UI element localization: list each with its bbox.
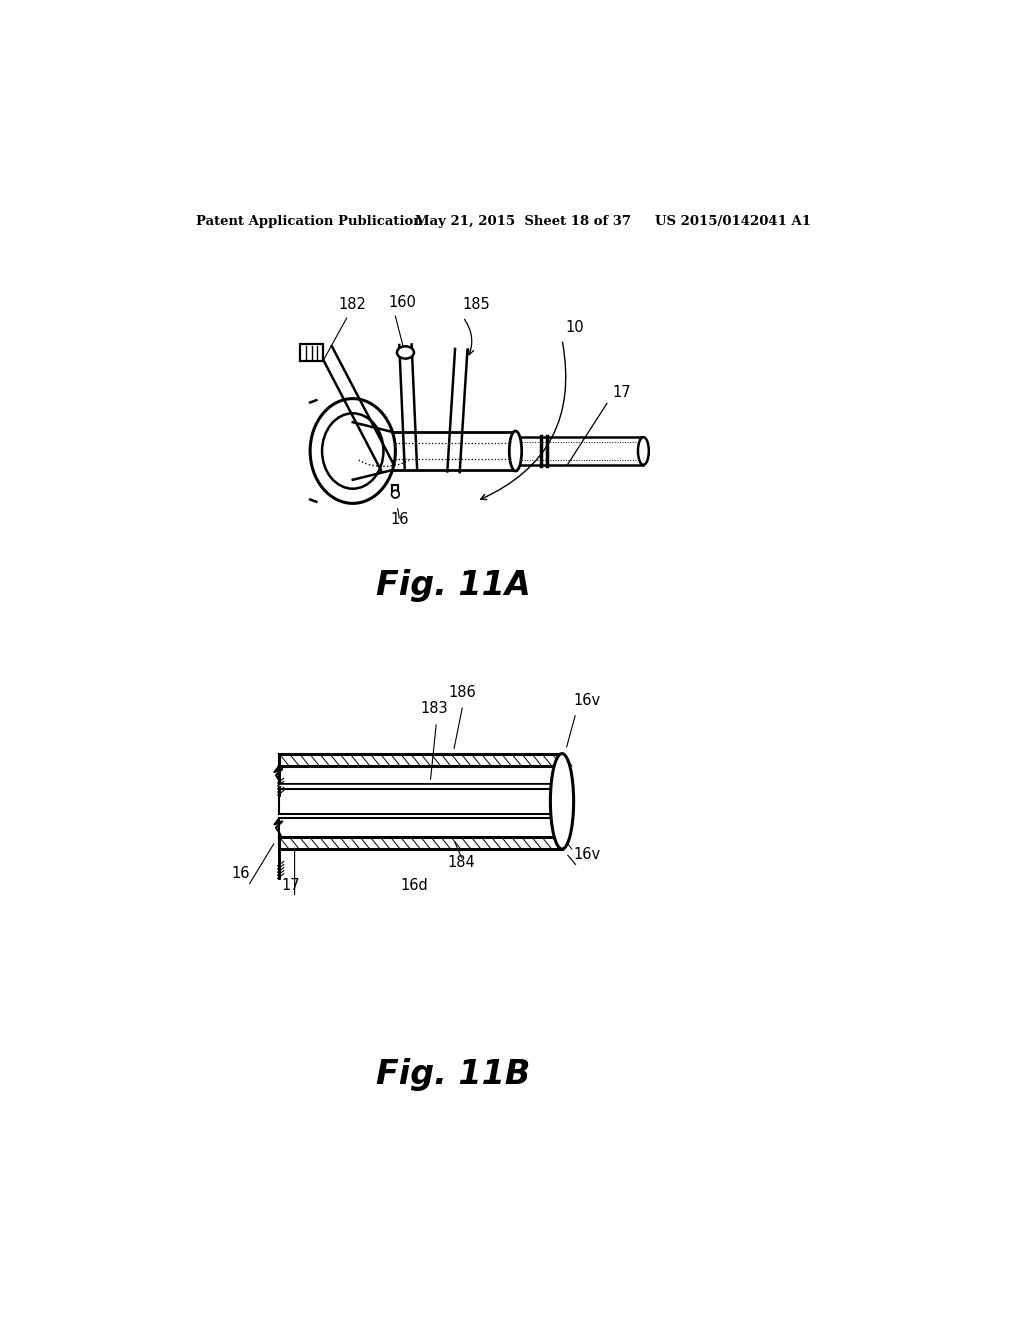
Ellipse shape <box>397 346 414 359</box>
Text: 10: 10 <box>566 319 585 335</box>
Text: 16v: 16v <box>573 847 601 862</box>
Ellipse shape <box>638 437 649 465</box>
Text: 183: 183 <box>420 701 447 715</box>
Text: 182: 182 <box>339 297 367 313</box>
Text: US 2015/0142041 A1: US 2015/0142041 A1 <box>655 215 811 228</box>
Text: 16d: 16d <box>400 878 429 892</box>
Ellipse shape <box>509 430 521 471</box>
Text: 16: 16 <box>390 512 409 527</box>
Ellipse shape <box>550 754 573 849</box>
Text: Fig. 11A: Fig. 11A <box>376 569 530 602</box>
Text: Fig. 11B: Fig. 11B <box>376 1059 530 1092</box>
Text: 17: 17 <box>612 385 631 400</box>
Text: May 21, 2015  Sheet 18 of 37: May 21, 2015 Sheet 18 of 37 <box>415 215 631 228</box>
Text: 185: 185 <box>463 297 490 313</box>
Text: 160: 160 <box>388 294 417 310</box>
Text: 186: 186 <box>449 685 477 701</box>
Text: 16v: 16v <box>573 693 601 708</box>
Text: 17: 17 <box>282 878 300 892</box>
Text: 184: 184 <box>447 855 475 870</box>
Text: 16: 16 <box>231 866 250 882</box>
Circle shape <box>391 490 399 498</box>
Text: Patent Application Publication: Patent Application Publication <box>197 215 423 228</box>
FancyBboxPatch shape <box>300 345 324 360</box>
